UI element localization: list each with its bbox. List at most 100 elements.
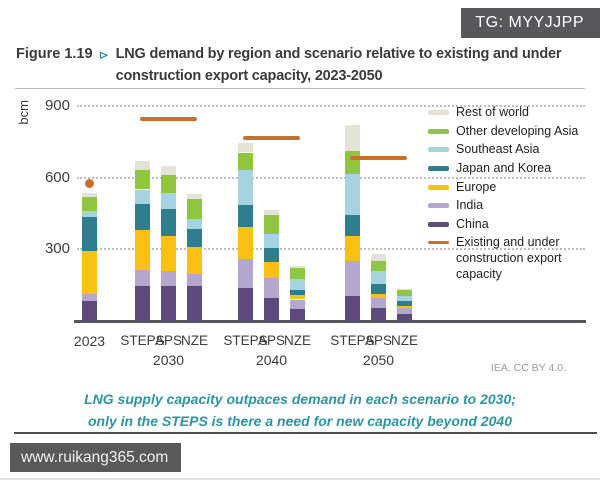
bar-segment-india [371, 298, 386, 308]
capacity-line [350, 156, 407, 160]
bar-segment-japan-and-korea [371, 284, 386, 294]
legend-label: India [456, 198, 484, 213]
bar-segment-rest-of-world [397, 288, 412, 290]
bar-segment-europe [345, 236, 360, 262]
bar-segment-china [397, 313, 412, 321]
y-tick-label-600: 600 [44, 168, 70, 186]
legend-swatch-other-developing-asia [428, 128, 449, 134]
legend-item-japan-and-korea: Japan and Korea [428, 161, 590, 177]
bar-segment-other-developing-asia [371, 261, 386, 271]
legend: Rest of world Other developing Asia Southe… [428, 105, 590, 285]
x-label-scenario: APS [154, 333, 182, 348]
legend-label: Japan and Korea [456, 160, 552, 175]
legend-label: Southeast Asia [456, 142, 540, 157]
x-label-year: 2040 [255, 352, 288, 368]
figure-title-block: Figure 1.19 ⊳ LNG demand by region and s… [16, 44, 578, 88]
x-label-scenario: APS [364, 333, 392, 348]
gridline-300 [77, 248, 585, 251]
bar-segment-china [161, 286, 176, 321]
attribution-text: IEA. CC BY 4.0. [490, 362, 566, 374]
x-label-scenario: APS [257, 333, 285, 348]
bar-segment-europe [371, 293, 386, 299]
legend-item-europe: Europe [428, 180, 590, 196]
bar-segment-rest-of-world [290, 266, 305, 269]
legend-swatch-europe [428, 184, 449, 190]
watermark-badge: TG: MYYJJPP [461, 8, 600, 38]
bar-segment-japan-and-korea [187, 229, 202, 247]
capacity-dot [85, 179, 94, 189]
bar-segment-other-developing-asia [264, 214, 279, 234]
bar-segment-india [290, 299, 305, 310]
watermark-url: www.ruikang365.com [21, 448, 169, 466]
bar-segment-rest-of-world [238, 142, 253, 153]
bar-segment-southeast-asia [290, 279, 305, 290]
x-label-scenario: STEPS [330, 333, 375, 348]
bar-segment-europe [161, 236, 176, 271]
bar-segment-southeast-asia [238, 170, 253, 206]
bar-segment-other-developing-asia [187, 199, 202, 220]
bar-segment-europe [238, 226, 253, 259]
bar-segment-china [371, 307, 386, 321]
legend-swatch-china [428, 221, 449, 227]
bar-segment-china [82, 300, 97, 321]
bar-segment-europe [187, 246, 202, 275]
y-axis-unit-label: bcm [16, 100, 31, 125]
caption: LNG supply capacity outpaces demand in e… [0, 389, 600, 432]
bar-segment-other-developing-asia [82, 196, 97, 211]
bar-segment-southeast-asia [187, 219, 202, 229]
bar-segment-southeast-asia [135, 189, 150, 204]
bar-segment-other-developing-asia [345, 151, 360, 174]
bar-segment-rest-of-world [264, 209, 279, 215]
x-label-year: 2023 [73, 333, 106, 349]
bar-segment-southeast-asia [161, 193, 176, 209]
bar-segment-china [264, 298, 279, 321]
bar-segment-europe [264, 262, 279, 278]
x-label-scenario: NZE [391, 333, 418, 348]
legend-label: China [456, 216, 489, 231]
bar-segment-europe [135, 230, 150, 270]
x-label-scenario: STEPS [223, 333, 268, 348]
bar-segment-india [345, 261, 360, 296]
bar-segment-japan-and-korea [345, 214, 360, 237]
bar-segment-other-developing-asia [397, 289, 412, 296]
bar-segment-india [82, 293, 97, 301]
capacity-line [140, 117, 197, 121]
bar-segment-europe [397, 305, 412, 308]
bar-segment-japan-and-korea [135, 203, 150, 231]
x-label-year: 2050 [362, 352, 395, 368]
legend-label: Rest of world [456, 105, 529, 119]
legend-swatch-existing-and-under-constructio [428, 241, 449, 245]
x-label-scenario: NZE [284, 333, 311, 348]
legend-item-other-developing-asia: Other developing Asia [428, 124, 590, 140]
bar-segment-other-developing-asia [238, 152, 253, 171]
bar-segment-japan-and-korea [82, 217, 97, 251]
bar-segment-europe [290, 294, 305, 300]
y-tick-label-300: 300 [44, 240, 70, 258]
bar-segment-china [290, 309, 305, 321]
bar-segment-rest-of-world [82, 193, 97, 197]
legend-label: Existing and under construction export c… [456, 235, 562, 281]
x-axis-line [74, 320, 586, 323]
figure-title: LNG demand by region and scenario relati… [115, 46, 562, 84]
bar-segment-japan-and-korea [264, 248, 279, 263]
bar-segment-japan-and-korea [161, 208, 176, 237]
bar-segment-europe [82, 250, 97, 294]
bar-segment-india [161, 270, 176, 287]
bar-segment-india [238, 258, 253, 288]
bar-segment-other-developing-asia [290, 268, 305, 280]
legend-item-existing-and-under-constructio: Existing and under construction export c… [428, 235, 590, 282]
title-divider [15, 88, 585, 89]
x-label-scenario: NZE [181, 333, 208, 348]
legend-swatch-southeast-asia [428, 147, 449, 153]
bar-segment-india [264, 278, 279, 299]
bar-segment-japan-and-korea [238, 205, 253, 227]
page-bottom-edge [0, 478, 600, 480]
legend-label: Other developing Asia [456, 123, 579, 138]
bar-segment-southeast-asia [264, 233, 279, 249]
bar-segment-southeast-asia [82, 211, 97, 218]
bar-segment-japan-and-korea [290, 289, 305, 295]
bar-segment-japan-and-korea [397, 301, 412, 306]
caption-line-2: only in the STEPS is there a need for ne… [87, 412, 513, 429]
